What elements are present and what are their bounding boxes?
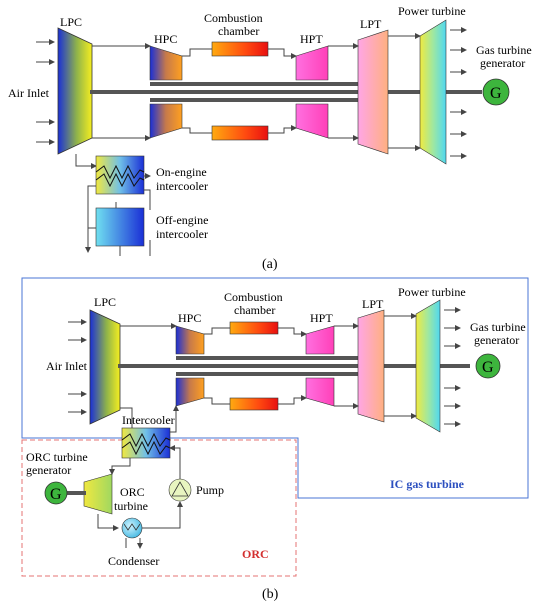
- lpt-turbine-b: [357, 309, 385, 423]
- on-engine-coil: [95, 164, 145, 180]
- off-engine-label-2: intercooler: [156, 227, 208, 241]
- air-inlet-arrows-b: [68, 319, 87, 415]
- pump-label: Pump: [196, 483, 224, 497]
- shaft-b-upper: [176, 356, 372, 360]
- off-engine-label-1: Off-engine: [156, 213, 208, 227]
- combustion-bottom-b: [229, 397, 279, 411]
- lpc-compressor-b: [89, 309, 121, 425]
- hpc-top-b: [175, 325, 205, 355]
- power-turbine-label-b: Power turbine: [398, 285, 466, 299]
- orc-generator: [44, 481, 68, 505]
- lpt-label-a: LPT: [360, 17, 382, 31]
- air-inlet-label-b: Air Inlet: [46, 359, 88, 373]
- hpc-bottom-b: [175, 377, 205, 407]
- orc-generator-symbol: G: [50, 486, 62, 503]
- combustion-top-b: [229, 321, 279, 335]
- shaft-b: [118, 364, 470, 368]
- condenser-label: Condenser: [108, 554, 159, 568]
- hpc-top-a: [149, 45, 183, 81]
- intercooler-label-b: Intercooler: [122, 413, 175, 427]
- orc-turbine-label-2: turbine: [114, 499, 148, 513]
- diagram-a: Air Inlet LPC HPC Combustion chamber HPT…: [8, 4, 532, 272]
- orc-turbine: [83, 473, 113, 515]
- shaft-a-upper: [150, 82, 388, 86]
- lpt-turbine-a: [357, 29, 389, 155]
- gas-turbine-generator-label-b-2: generator: [474, 333, 519, 347]
- lpt-label-b: LPT: [362, 297, 384, 311]
- intercooler-coil-b-2: [121, 440, 171, 456]
- lpc-label-b: LPC: [94, 295, 116, 309]
- on-engine-coil-2: [95, 172, 145, 188]
- hpc-label-a: HPC: [154, 32, 177, 46]
- orc-generator-label-1: ORC turbine: [26, 450, 88, 464]
- diagram-b: IC gas turbine ORC Air Inlet LPC HPC Com…: [21, 277, 529, 602]
- condenser: [121, 517, 143, 539]
- intercooler-coil-b: [121, 432, 171, 448]
- gas-turbine-generator-label-a-2: generator: [480, 56, 525, 70]
- ic-gas-turbine-box: [21, 277, 529, 499]
- combustion-label-a-1: Combustion: [204, 11, 263, 25]
- shaft-b-lower: [176, 372, 372, 376]
- caption-b: (b): [262, 587, 279, 602]
- condenser-coil: [123, 523, 141, 531]
- shaft-a: [90, 90, 482, 94]
- hpc-label-b: HPC: [178, 311, 201, 325]
- orc-shaft: [66, 491, 86, 495]
- power-turbine-a: [419, 19, 447, 165]
- shaft-a-lower: [150, 98, 388, 102]
- hpt-top-a: [295, 45, 329, 81]
- ic-gas-turbine-label: IC gas turbine: [390, 477, 465, 491]
- pump-icon: [171, 481, 189, 497]
- combustion-label-b-2: chamber: [234, 303, 275, 317]
- on-engine-label-2: intercooler: [156, 179, 208, 193]
- air-inlet-label-a: Air Inlet: [8, 86, 50, 100]
- generator-a: [482, 78, 510, 106]
- off-engine-intercooler: [95, 207, 145, 247]
- hpt-top-b: [305, 325, 335, 355]
- generator-symbol-b: G: [482, 359, 494, 376]
- on-engine-label-1: On-engine: [156, 165, 207, 179]
- orc-label: ORC: [242, 547, 269, 561]
- air-inlet-arrows-a: [36, 39, 55, 145]
- hpt-label-b: HPT: [310, 311, 333, 325]
- hpt-bottom-a: [295, 103, 329, 139]
- power-turbine-b: [415, 299, 441, 433]
- combustion-top-a: [211, 41, 269, 57]
- exhaust-arrows-b: [444, 307, 461, 427]
- gas-turbine-generator-label-b-1: Gas turbine: [470, 320, 526, 334]
- lpc-compressor-a: [57, 27, 93, 155]
- caption-a: (a): [262, 257, 278, 272]
- combustion-label-b-1: Combustion: [224, 290, 283, 304]
- orc-turbine-label-1: ORC: [120, 485, 145, 499]
- combustion-label-a-2: chamber: [218, 24, 259, 38]
- lpc-label-a: LPC: [60, 15, 82, 29]
- power-turbine-label-a: Power turbine: [398, 4, 466, 18]
- generator-symbol-a: G: [490, 85, 502, 102]
- hpt-label-a: HPT: [300, 32, 323, 46]
- hpc-bottom-a: [149, 103, 183, 139]
- gas-turbine-generator-label-a-1: Gas turbine: [476, 43, 532, 57]
- exhaust-arrows-a: [450, 27, 467, 159]
- orc-generator-label-2: generator: [26, 463, 71, 477]
- hpt-bottom-b: [305, 377, 335, 407]
- combustion-bottom-a: [211, 125, 269, 141]
- generator-b: [475, 353, 501, 379]
